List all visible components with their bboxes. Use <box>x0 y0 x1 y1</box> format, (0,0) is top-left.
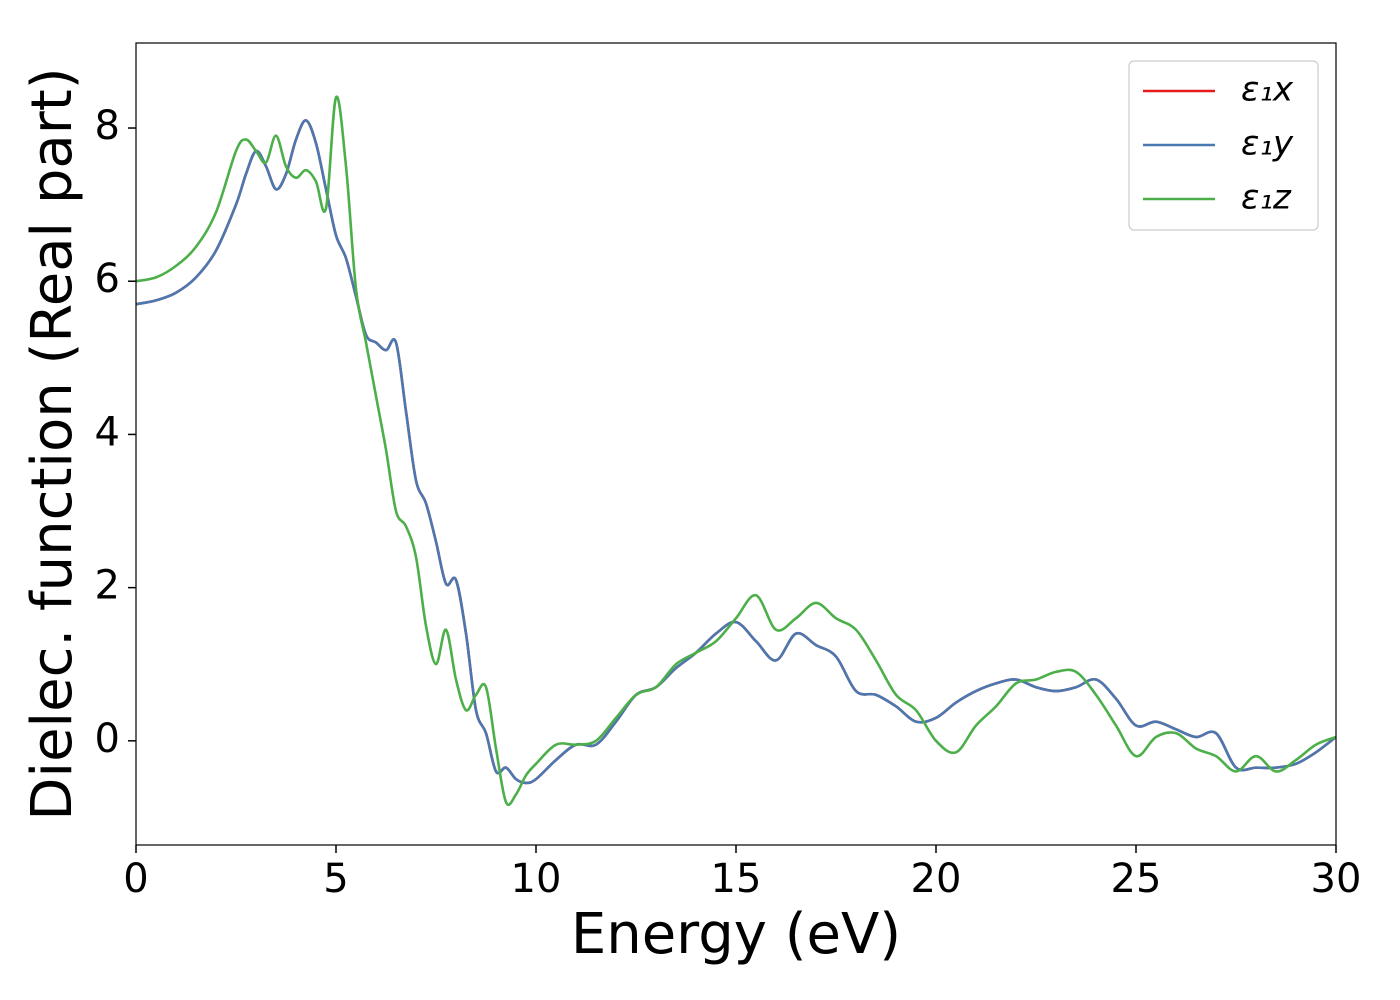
y-tick-label: 4 <box>95 409 120 455</box>
y-axis-label: Dielec. function (Real part) <box>20 67 85 820</box>
legend-label: ε₁z <box>1241 178 1292 218</box>
x-tick-label: 0 <box>123 856 148 902</box>
y-tick-label: 6 <box>95 256 120 302</box>
plot-frame <box>135 42 1337 846</box>
x-tick-label: 5 <box>323 856 348 902</box>
x-tick-label: 20 <box>911 856 962 902</box>
x-tick-label: 15 <box>711 856 762 902</box>
x-tick-label: 25 <box>1111 856 1162 902</box>
x-tick-label: 10 <box>511 856 562 902</box>
x-axis-label: Energy (eV) <box>571 902 901 967</box>
legend-label: ε₁y <box>1241 124 1294 164</box>
line-series <box>136 95 1336 807</box>
legend-box <box>1128 60 1319 231</box>
y-tick-label: 2 <box>95 563 120 609</box>
y-tick-label: 0 <box>95 716 120 762</box>
x-tick-label: 30 <box>1311 856 1362 902</box>
legend-label: ε₁x <box>1241 70 1294 110</box>
y-tick-label: 8 <box>95 103 120 149</box>
